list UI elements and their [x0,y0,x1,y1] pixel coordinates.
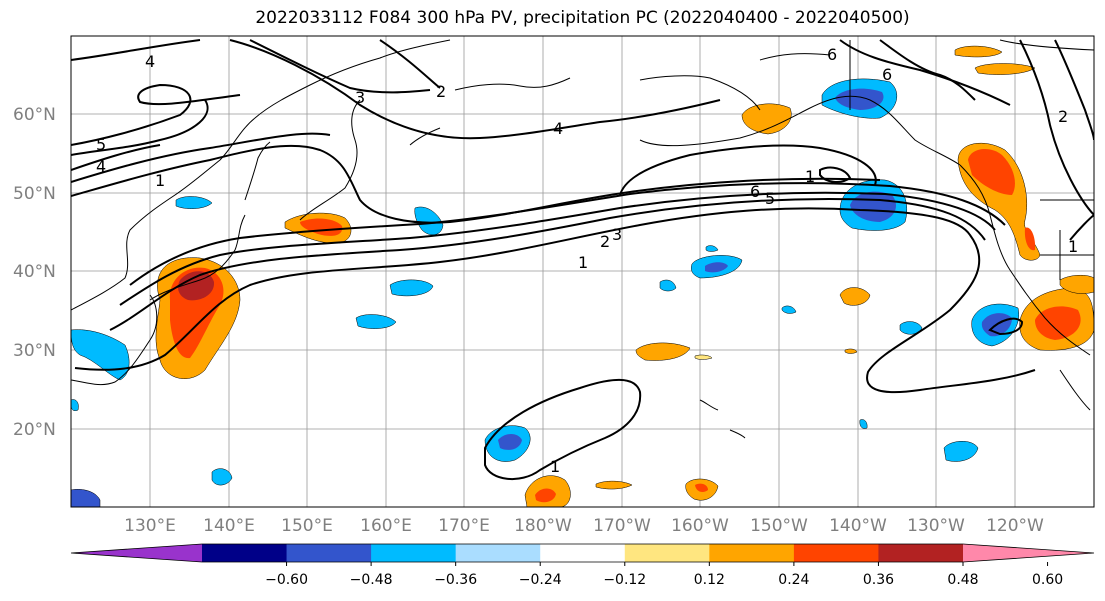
pv-label: 4 [145,52,155,71]
pv-label: 1 [550,457,560,476]
pv-label: 2 [600,232,610,251]
lon-label: 120°W [986,516,1044,536]
lon-label: 150°W [750,516,808,536]
pv-contour-labels: 4 3 2 4 5 4 1 6 6 2 6 5 1 2 3 1 1 1 [96,45,1078,476]
pv-label: 3 [612,225,622,244]
lon-label: 160°W [671,516,729,536]
pv-contour-4-north [71,39,721,140]
lon-label: 160°E [360,516,412,536]
colorbar-swatch [540,544,626,562]
pv-label: 4 [553,119,563,138]
pv-label: 5 [96,135,106,154]
map-title: 2022033112 F084 300 hPa PV, precipitatio… [255,8,910,28]
colorbar: −0.60 −0.48 −0.36 −0.24 −0.12 0.12 0.24 0.36 0.4… [70,543,1095,588]
lat-label: 30°N [13,341,56,361]
lon-label: 140°E [203,516,255,536]
lon-label: 170°W [593,516,651,536]
lat-label: 20°N [13,420,56,440]
colorbar-tick-label: −0.60 [265,572,308,588]
pv-label: 1 [805,167,815,186]
pv-label: 6 [882,65,892,84]
precip-negative-china [71,329,130,381]
lon-label: 130°E [124,516,176,536]
pv-label: 1 [155,171,165,190]
colorbar-outline [70,543,1095,563]
pv-label: 4 [96,157,106,176]
lat-label: 60°N [13,105,56,125]
pv-contour-1-south [74,207,1036,394]
lon-label: 180°W [514,516,572,536]
lon-label: 140°W [829,516,887,536]
colorbar-swatch [878,544,964,562]
pv-label: 2 [1058,107,1068,126]
colorbar-tick-label: 0.60 [1032,572,1063,588]
precip-anomaly-shading [71,45,1094,507]
colorbar-swatch [455,544,541,562]
colorbar-swatch [202,544,288,562]
pv-label: 1 [578,253,588,272]
map-panel: 4 3 2 4 5 4 1 6 6 2 6 5 1 2 3 1 1 1 [71,36,1094,507]
pv-label: 3 [355,88,365,107]
colorbar-swatch [709,544,795,562]
colorbar-swatch [371,544,457,562]
colorbar-tick-label: −0.24 [519,572,562,588]
colorbar-swatch [286,544,372,562]
colorbar-swatch [624,544,710,562]
map-frame [70,35,1095,508]
colorbar-tick-label: 0.12 [694,572,725,588]
colorbar-tick-label: −0.48 [350,572,393,588]
lon-label: 150°E [281,516,333,536]
colorbar-tick-label: 0.48 [947,572,978,588]
colorbar-tick-label: −0.12 [603,572,646,588]
lon-label: 170°E [438,516,490,536]
colorbar-extend-min [71,544,202,562]
pv-label: 6 [827,45,837,64]
colorbar-swatch [793,544,879,562]
pv-label: 2 [436,82,446,101]
colorbar-tick-label: −0.36 [434,572,477,588]
precip-positive-170w [635,342,691,361]
colorbar-tick-label: 0.36 [863,572,894,588]
pv-label: 5 [765,189,775,208]
latitude-labels: 60°N 50°N 40°N 30°N 20°N [13,105,56,440]
pv-contours [71,39,1094,481]
longitude-labels: 130°E 140°E 150°E 160°E 170°E 180°W 170°… [124,516,1044,536]
colorbar-tick-label: 0.24 [778,572,809,588]
lat-label: 50°N [13,184,56,204]
pv-label: 6 [750,182,760,201]
pv-contour-1-loop [484,378,642,481]
colorbar-extend-max [963,544,1094,562]
lat-label: 40°N [13,262,56,282]
lon-label: 130°W [907,516,965,536]
pv-label: 1 [1068,237,1078,256]
coastlines [71,39,1094,439]
